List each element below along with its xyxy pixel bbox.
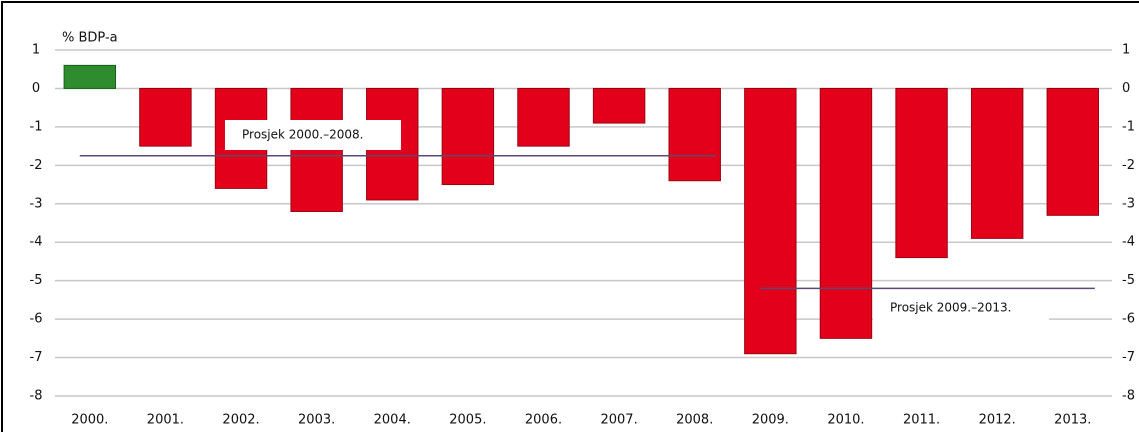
bar	[592, 87, 646, 124]
x-tick-label: 2001.	[147, 413, 184, 428]
bar	[517, 87, 570, 147]
bar	[441, 87, 495, 186]
y-tick-label: -1	[30, 119, 43, 134]
y2-tick-label: -4	[1122, 235, 1135, 250]
x-tick-label: 2007.	[600, 413, 637, 428]
bar	[819, 87, 873, 339]
y2-tick-label: -8	[1122, 389, 1135, 404]
bar	[744, 87, 797, 355]
y-tick-label: -2	[30, 158, 43, 173]
x-tick-label: 2003.	[298, 413, 335, 428]
y2-tick-label: -2	[1122, 158, 1135, 173]
x-tick-label: 2011.	[903, 413, 940, 428]
y-tick-label: 1	[32, 43, 40, 58]
y-tick-label: -8	[30, 389, 43, 404]
x-tick-label: 2004.	[374, 413, 411, 428]
y-tick-label: -7	[30, 350, 43, 365]
annotation-box	[225, 120, 401, 150]
x-tick-label: 2009.	[752, 413, 789, 428]
x-tick-label: 2013.	[1054, 413, 1091, 428]
y2-tick-label: -6	[1122, 312, 1135, 327]
y2-tick-label: 1	[1122, 43, 1130, 58]
bar	[895, 87, 948, 259]
y2-tick-label: -1	[1122, 119, 1135, 134]
x-tick-label: 2002.	[222, 413, 259, 428]
bar	[668, 87, 721, 182]
bar	[63, 64, 117, 89]
x-tick-label: 2006.	[525, 413, 562, 428]
y2-tick-label: 0	[1122, 81, 1130, 96]
bar	[139, 87, 192, 147]
x-tick-label: 2008.	[676, 413, 713, 428]
y-tick-label: 0	[32, 81, 40, 96]
y-tick-label: -4	[30, 235, 43, 250]
x-tick-label: 2005.	[449, 413, 486, 428]
y-axis-label: % BDP-a	[62, 31, 118, 46]
bar	[970, 87, 1024, 239]
x-tick-label: 2012.	[979, 413, 1016, 428]
y-tick-label: -6	[30, 312, 43, 327]
bar	[1046, 87, 1100, 216]
x-tick-label: 2010.	[827, 413, 864, 428]
annotation-box	[873, 293, 1049, 323]
x-tick-label: 2000.	[71, 413, 108, 428]
y2-tick-label: -5	[1122, 273, 1135, 288]
annotation: Prosjek 2000.–2008.	[242, 128, 363, 142]
y-tick-label: -3	[30, 196, 43, 211]
y-tick-label: -5	[30, 273, 43, 288]
y2-tick-label: -3	[1122, 196, 1135, 211]
y2-tick-label: -7	[1122, 350, 1135, 365]
annotation: Prosjek 2009.–2013.	[890, 301, 1011, 315]
